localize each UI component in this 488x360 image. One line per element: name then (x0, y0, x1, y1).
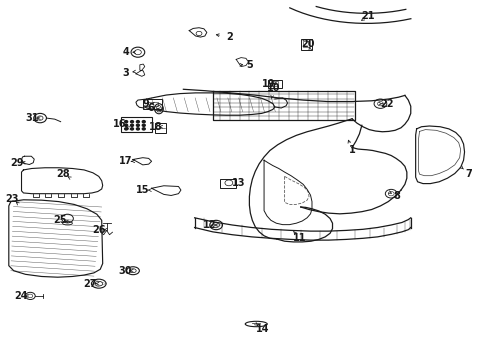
Text: 8: 8 (393, 191, 400, 201)
Text: 27: 27 (83, 279, 97, 289)
Circle shape (142, 124, 145, 126)
Text: 4: 4 (122, 47, 129, 57)
Text: 13: 13 (231, 178, 245, 188)
Circle shape (124, 121, 127, 123)
Circle shape (130, 124, 133, 126)
Text: 19: 19 (262, 78, 275, 89)
Circle shape (124, 124, 127, 126)
Text: 31: 31 (25, 113, 39, 123)
Text: 10: 10 (266, 83, 280, 93)
Circle shape (136, 121, 139, 123)
Circle shape (142, 128, 145, 130)
Text: 18: 18 (148, 122, 162, 132)
Text: 9: 9 (142, 99, 149, 109)
Text: 5: 5 (245, 60, 252, 70)
Text: 29: 29 (10, 158, 24, 168)
Text: 7: 7 (464, 168, 471, 179)
Text: 22: 22 (380, 99, 393, 109)
Circle shape (130, 128, 133, 130)
Text: 2: 2 (226, 32, 233, 42)
Text: 17: 17 (119, 156, 133, 166)
Circle shape (124, 128, 127, 130)
Circle shape (136, 124, 139, 126)
Text: 21: 21 (360, 11, 374, 21)
Circle shape (136, 128, 139, 130)
Circle shape (142, 121, 145, 123)
Text: 1: 1 (348, 145, 355, 156)
Text: 11: 11 (292, 233, 305, 243)
Text: 12: 12 (202, 220, 216, 230)
Text: 24: 24 (14, 291, 27, 301)
Text: 3: 3 (122, 68, 129, 78)
Text: 14: 14 (256, 324, 269, 334)
Text: 16: 16 (113, 119, 126, 129)
Bar (121, 117, 151, 132)
Text: 23: 23 (5, 194, 19, 204)
Text: 20: 20 (301, 39, 314, 49)
Text: 26: 26 (92, 225, 105, 235)
Text: 6: 6 (147, 103, 154, 113)
Text: 30: 30 (118, 266, 131, 276)
Text: 15: 15 (136, 185, 149, 195)
Text: 28: 28 (56, 168, 69, 179)
Text: 25: 25 (53, 215, 66, 225)
Circle shape (130, 121, 133, 123)
